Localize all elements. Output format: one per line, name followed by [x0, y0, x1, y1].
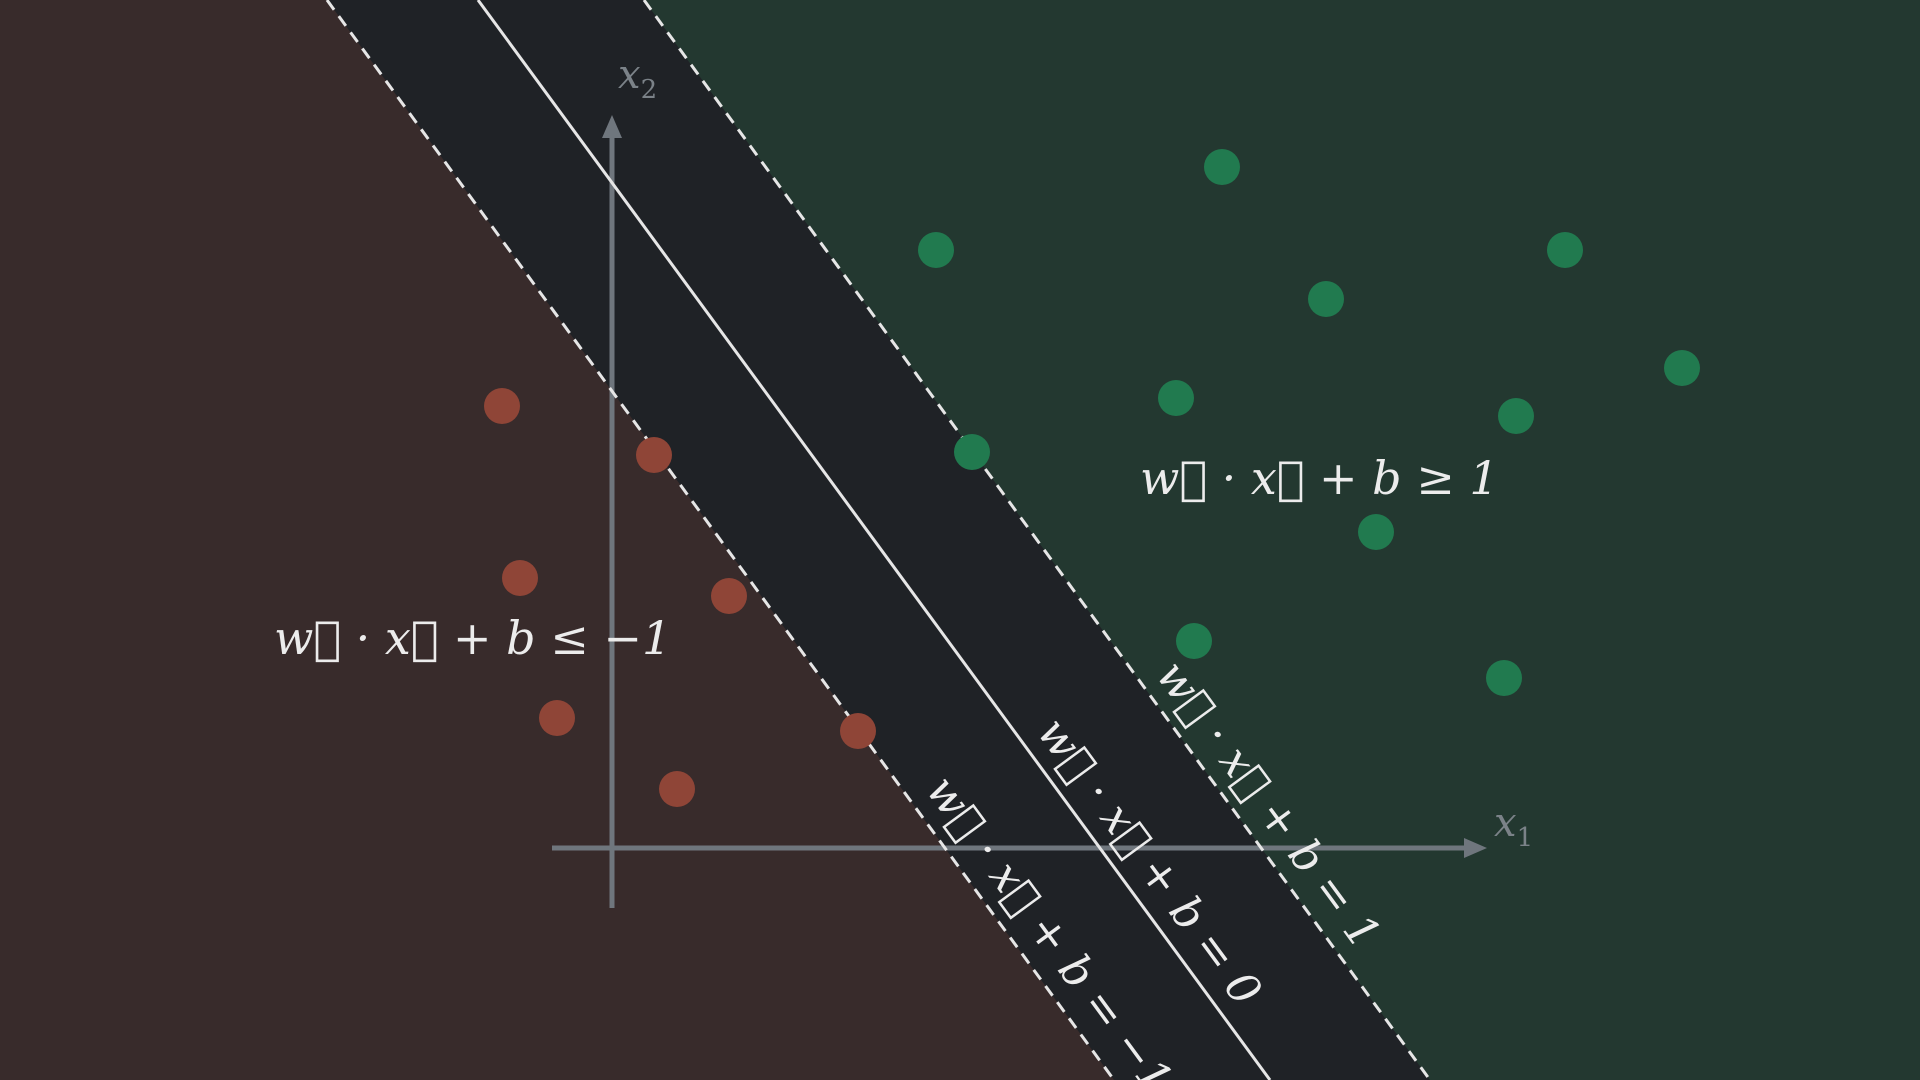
negative-point — [539, 700, 575, 736]
positive-point — [1664, 350, 1700, 386]
x-axis-arrowhead — [1464, 838, 1487, 858]
negative-region — [0, 0, 1114, 1080]
negative-point — [502, 560, 538, 596]
negative-point — [711, 578, 747, 614]
negative-point — [840, 713, 876, 749]
x-axis-label: x1 — [1494, 800, 1533, 853]
positive-point — [918, 232, 954, 268]
positive-point — [1498, 398, 1534, 434]
margin-line-negative — [325, 0, 1116, 1080]
negative-point — [636, 437, 672, 473]
positive-point — [1486, 660, 1522, 696]
negative-point — [659, 771, 695, 807]
positive-points — [918, 149, 1700, 696]
negative-points — [484, 388, 876, 807]
positive-point — [1204, 149, 1240, 185]
decision-boundary-line — [476, 0, 1272, 1080]
negative-point — [484, 388, 520, 424]
positive-point — [1158, 380, 1194, 416]
positive-point — [954, 434, 990, 470]
positive-point — [1358, 514, 1394, 550]
positive-point — [1308, 281, 1344, 317]
y-axis-arrowhead — [602, 115, 622, 138]
negative-region-label: w⃗ · x⃗ + b ≤ −1 — [274, 611, 671, 665]
positive-region — [644, 0, 1920, 1080]
axes: x1 x2 — [552, 52, 1533, 908]
positive-point — [1176, 623, 1212, 659]
y-axis-label: x2 — [618, 52, 657, 105]
positive-point — [1547, 232, 1583, 268]
margin-line-positive — [642, 0, 1432, 1080]
positive-region-label: w⃗ · x⃗ + b ≥ 1 — [1140, 451, 1499, 505]
